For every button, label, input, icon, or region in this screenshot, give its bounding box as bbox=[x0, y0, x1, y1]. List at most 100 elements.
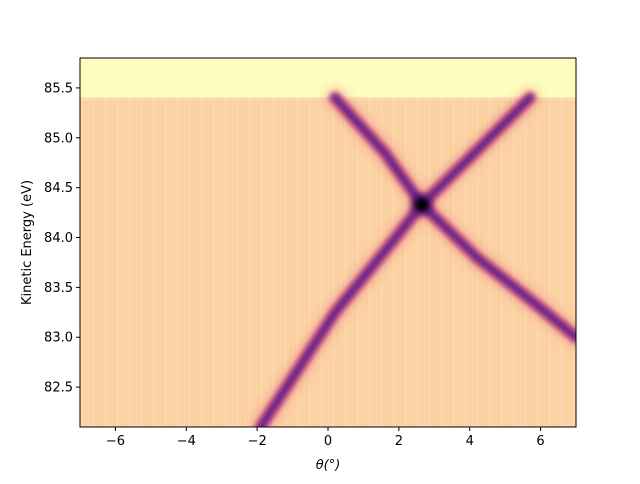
noise-streak bbox=[572, 58, 574, 427]
noise-streak bbox=[241, 58, 243, 427]
noise-streak bbox=[368, 58, 370, 427]
dirac-point bbox=[415, 198, 428, 211]
noise-streak bbox=[428, 58, 430, 427]
noise-streak bbox=[522, 58, 524, 427]
heatmap-background bbox=[80, 58, 576, 427]
noise-streak bbox=[486, 58, 488, 427]
noise-streak bbox=[524, 58, 526, 427]
noise-streak bbox=[553, 58, 555, 427]
noise-streak bbox=[301, 58, 303, 427]
noise-streak bbox=[258, 58, 260, 427]
noise-streak bbox=[121, 58, 123, 427]
noise-streak bbox=[541, 58, 543, 427]
noise-streak bbox=[236, 58, 238, 427]
noise-streak bbox=[284, 58, 286, 427]
noise-streak bbox=[570, 58, 572, 427]
noise-streak bbox=[277, 58, 279, 427]
noise-streak bbox=[498, 58, 500, 427]
noise-streak bbox=[440, 58, 442, 427]
noise-streak bbox=[260, 58, 262, 427]
noise-streak bbox=[210, 58, 212, 427]
noise-streak bbox=[92, 58, 94, 427]
noise-streak bbox=[282, 58, 284, 427]
noise-streak bbox=[318, 58, 320, 427]
noise-streak bbox=[404, 58, 406, 427]
noise-streak bbox=[128, 58, 130, 427]
noise-streak bbox=[416, 58, 418, 427]
noise-streak bbox=[325, 58, 327, 427]
x-axis-label: θ(°) bbox=[316, 458, 341, 473]
noise-streak bbox=[85, 58, 87, 427]
noise-streak bbox=[560, 58, 562, 427]
noise-streak bbox=[332, 58, 334, 427]
noise-streak bbox=[80, 58, 82, 427]
noise-streak bbox=[356, 58, 358, 427]
y-tick-label: 84.0 bbox=[44, 231, 73, 246]
noise-streak bbox=[529, 58, 531, 427]
noise-streak bbox=[445, 58, 447, 427]
x-tick-label: 6 bbox=[536, 434, 544, 449]
y-tick-label: 83.0 bbox=[44, 331, 73, 346]
noise-streak bbox=[234, 58, 236, 427]
noise-streak bbox=[248, 58, 250, 427]
noise-streak bbox=[126, 58, 128, 427]
y-tick-label: 85.0 bbox=[44, 131, 73, 146]
bands bbox=[250, 87, 576, 427]
noise-streak bbox=[97, 58, 99, 427]
noise-streak bbox=[104, 58, 106, 427]
noise-streak bbox=[409, 58, 411, 427]
noise-streak bbox=[138, 58, 140, 427]
noise-streak bbox=[500, 58, 502, 427]
noise-streak bbox=[102, 58, 104, 427]
noise-streak bbox=[342, 58, 344, 427]
x-tick-label: 0 bbox=[324, 434, 332, 449]
noise-streak bbox=[229, 58, 231, 427]
noise-streak bbox=[140, 58, 142, 427]
noise-streak bbox=[421, 58, 423, 427]
noise-streak bbox=[90, 58, 92, 427]
noise-streak bbox=[164, 58, 166, 427]
x-tick-label: −4 bbox=[177, 434, 196, 449]
x-tick-label: 4 bbox=[466, 434, 474, 449]
noise-streak bbox=[265, 58, 267, 427]
x-tick-label: −6 bbox=[106, 434, 125, 449]
noise-streak bbox=[109, 58, 111, 427]
noise-streak bbox=[198, 58, 200, 427]
y-tick-label: 84.5 bbox=[44, 181, 73, 196]
noise-streak bbox=[272, 58, 274, 427]
noise-streak bbox=[217, 58, 219, 427]
noise-streak bbox=[181, 58, 183, 427]
noise-streak bbox=[366, 58, 368, 427]
y-axis: 82.5 83.0 83.5 84.0 84.5 85.0 85.5 bbox=[44, 81, 80, 396]
noise-streak bbox=[289, 58, 291, 427]
y-axis-label: Kinetic Energy (eV) bbox=[20, 180, 35, 305]
noise-streak bbox=[565, 58, 567, 427]
noise-streak bbox=[510, 58, 512, 427]
plot-area bbox=[80, 58, 576, 427]
y-tick-label: 82.5 bbox=[44, 381, 73, 396]
noise-streak bbox=[488, 58, 490, 427]
noise-streak bbox=[270, 58, 272, 427]
noise-streak bbox=[330, 58, 332, 427]
noise-streak bbox=[133, 58, 135, 427]
noise-streak bbox=[546, 58, 548, 427]
y-tick-label: 85.5 bbox=[44, 81, 73, 96]
noise-streak bbox=[361, 58, 363, 427]
noise-streak bbox=[188, 58, 190, 427]
noise-streak bbox=[157, 58, 159, 427]
noise-streak bbox=[116, 58, 118, 427]
noise-streak bbox=[426, 58, 428, 427]
y-tick-label: 83.5 bbox=[44, 281, 73, 296]
noise-streak bbox=[308, 58, 310, 427]
noise-streak bbox=[558, 58, 560, 427]
x-axis: −6 −4 −2 0 2 4 6 bbox=[106, 427, 545, 449]
noise-streak bbox=[205, 58, 207, 427]
noise-streak bbox=[222, 58, 224, 427]
noise-streak bbox=[548, 58, 550, 427]
noise-streak bbox=[186, 58, 188, 427]
noise-texture bbox=[80, 58, 574, 427]
noise-streak bbox=[246, 58, 248, 427]
noise-streak bbox=[536, 58, 538, 427]
